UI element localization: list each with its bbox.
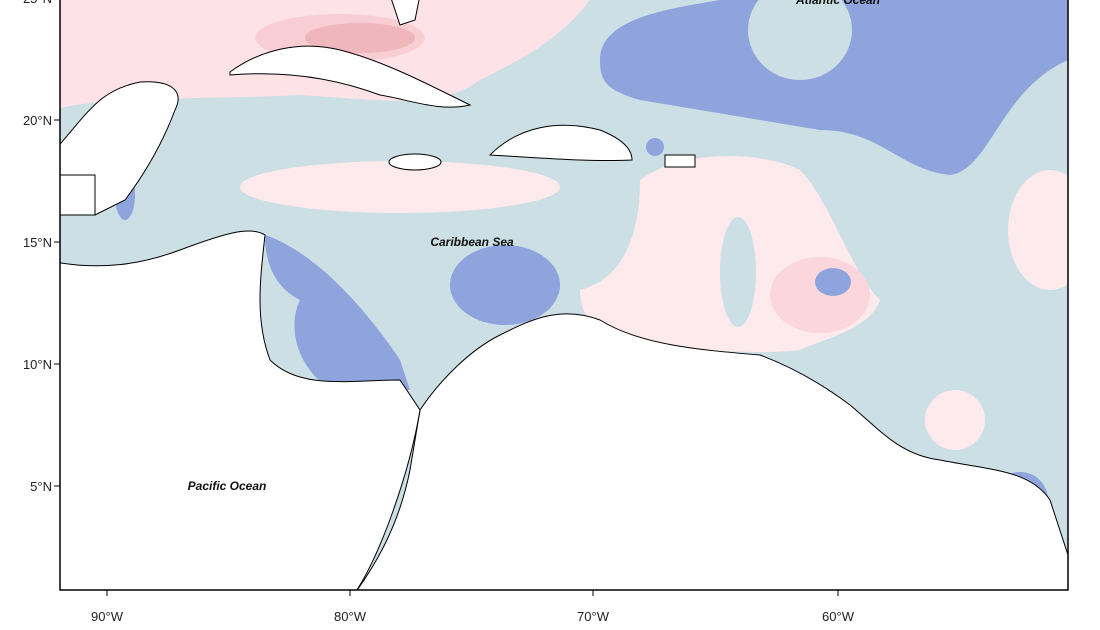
- lon-tick-label: 80°W: [334, 609, 367, 624]
- lat-tick-label: 10°N: [23, 357, 52, 372]
- anomaly-pink: [1008, 170, 1068, 290]
- lat-tick-label: 15°N: [23, 235, 52, 250]
- hispaniola: [488, 124, 633, 162]
- anomaly-neutral: [748, 0, 852, 80]
- anomaly-blue: [815, 268, 851, 296]
- lat-tick-label: 5°N: [30, 479, 52, 494]
- anomaly-blue: [646, 138, 664, 156]
- anomaly-pink: [240, 161, 560, 213]
- lat-tick-label: 25°N: [23, 0, 52, 6]
- frame: [59, 0, 1069, 591]
- lon-tick-label: 90°W: [91, 609, 124, 624]
- lon-tick-label: 60°W: [822, 609, 855, 624]
- place-label: Pacific Ocean: [188, 479, 267, 493]
- place-label: Atlantic Ocean: [795, 0, 880, 7]
- anomaly-blue: [450, 245, 560, 325]
- anomaly-blue: [265, 235, 410, 390]
- lat-tick-label: 20°N: [23, 113, 52, 128]
- anomaly-pink: [770, 257, 870, 333]
- anomaly-pink: [925, 390, 985, 450]
- south-america: [356, 313, 1068, 590]
- map-area: [60, 0, 1068, 590]
- central-america: [60, 230, 421, 590]
- anomaly-pink: [305, 23, 415, 53]
- cuba: [229, 45, 472, 108]
- anomaly-neutral: [720, 217, 756, 327]
- place-label: Caribbean Sea: [430, 235, 514, 249]
- belize: [60, 174, 96, 216]
- jamaica: [388, 153, 442, 171]
- florida: [391, 0, 420, 26]
- puerto-rico: [664, 154, 696, 168]
- lon-tick-label: 70°W: [577, 609, 610, 624]
- anomaly-blue: [600, 0, 1068, 175]
